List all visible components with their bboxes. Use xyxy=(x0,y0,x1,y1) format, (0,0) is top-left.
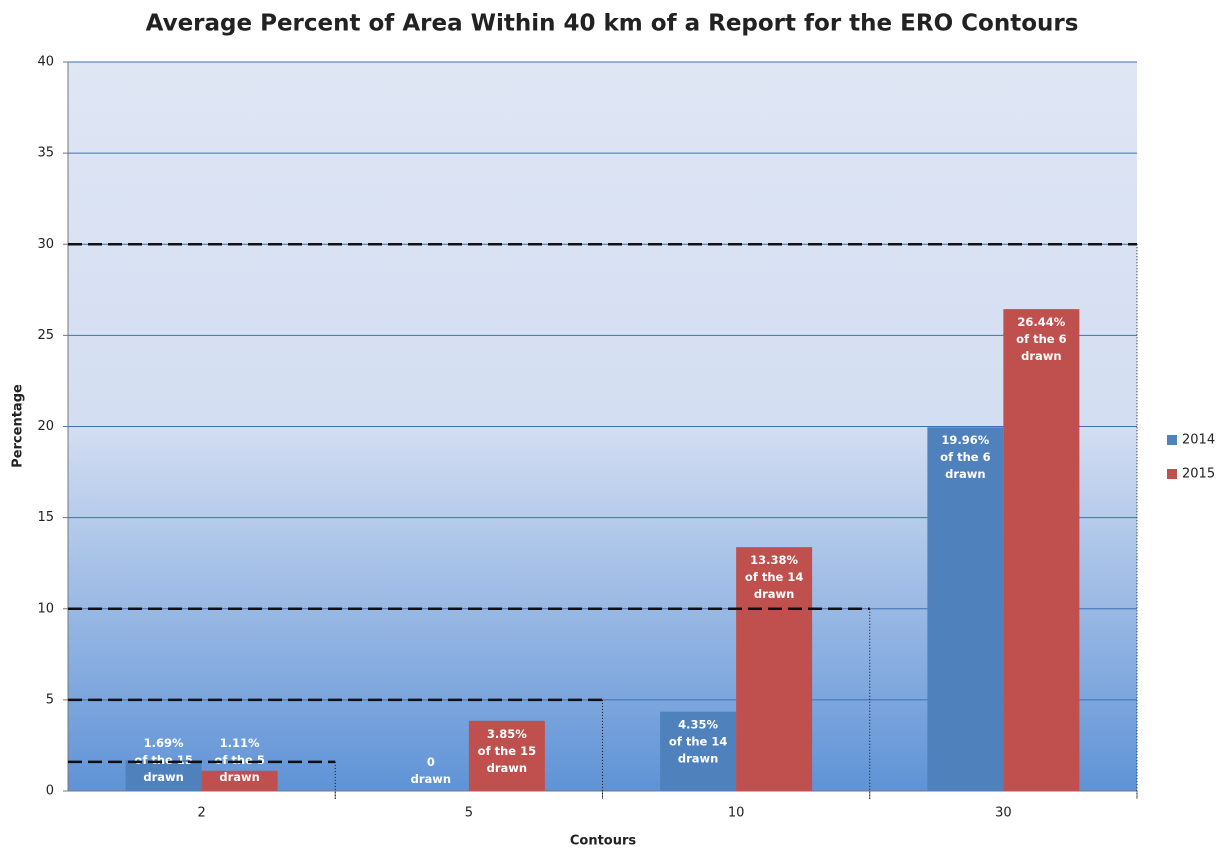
data-label: 26.44% of the 6 drawn xyxy=(1016,315,1066,363)
legend-swatch xyxy=(1167,435,1177,445)
bar xyxy=(1003,309,1080,791)
data-label: 3.85% of the 15 drawn xyxy=(478,726,536,774)
bar xyxy=(125,760,202,791)
y-tick-label: 20 xyxy=(37,419,54,434)
y-axis-title: Percentage xyxy=(11,384,26,468)
chart-title: Average Percent of Area Within 40 km of … xyxy=(146,11,1079,37)
bar xyxy=(468,720,545,791)
x-tick-label: 10 xyxy=(728,806,745,821)
y-tick-label: 35 xyxy=(37,146,54,161)
y-tick-label: 0 xyxy=(46,784,54,799)
x-tick-label: 2 xyxy=(197,806,205,821)
x-axis-title: Contours xyxy=(570,834,637,849)
data-label: 19.96% of the 6 drawn xyxy=(940,433,990,481)
bar xyxy=(201,770,278,791)
legend-swatch xyxy=(1167,469,1177,479)
data-label: 13.38% of the 14 drawn xyxy=(745,553,803,601)
y-tick-label: 40 xyxy=(37,55,54,70)
legend-label: 2014 xyxy=(1182,433,1215,448)
x-tick-label: 30 xyxy=(995,806,1012,821)
y-tick-label: 15 xyxy=(37,510,54,525)
y-tick-label: 10 xyxy=(37,601,54,616)
bar xyxy=(927,427,1004,791)
bar xyxy=(736,547,813,791)
y-tick-label: 25 xyxy=(37,328,54,343)
y-tick-label: 5 xyxy=(46,692,54,707)
y-tick-label: 30 xyxy=(37,237,54,252)
x-tick-label: 5 xyxy=(465,806,473,821)
data-label: 4.35% of the 14 drawn xyxy=(669,717,727,765)
data-label: 1.11% of the 5 drawn xyxy=(214,736,264,784)
data-label: 0 drawn xyxy=(411,755,451,786)
bar xyxy=(660,711,737,791)
legend-label: 2015 xyxy=(1182,467,1215,482)
